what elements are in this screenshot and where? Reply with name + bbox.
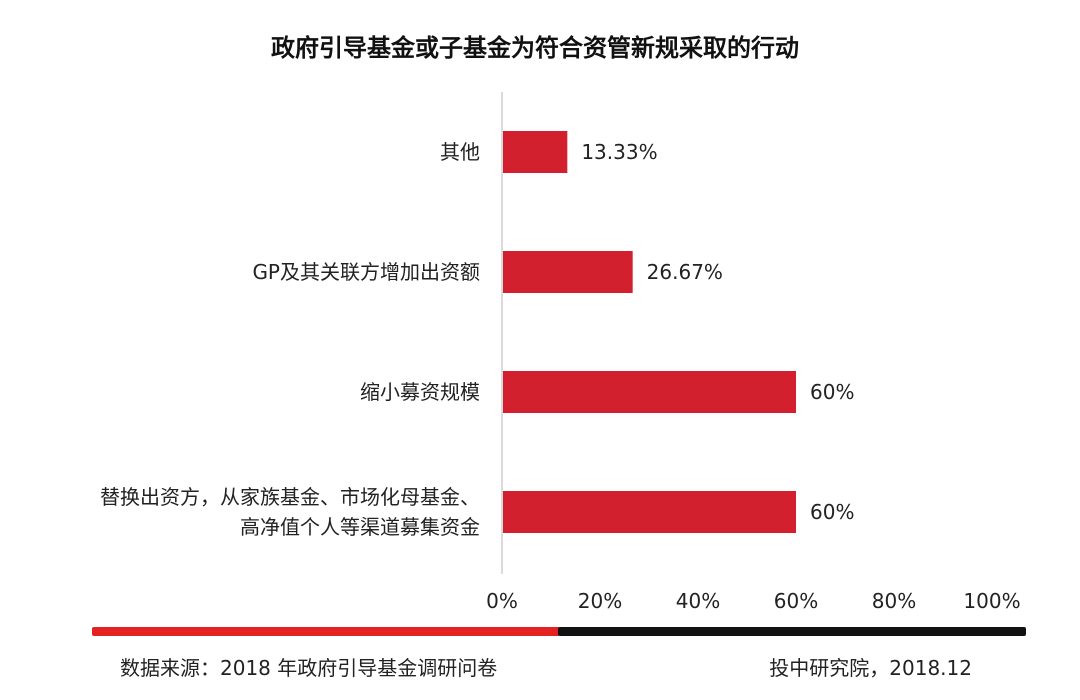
x-tick-labels-group: 0% 20% 40% 60% 80% 100% <box>486 589 1020 613</box>
x-tick-label: 0% <box>486 589 518 613</box>
category-label: 其他 <box>440 140 480 164</box>
x-tick-label: 60% <box>774 589 818 613</box>
footer-bar-red <box>92 627 560 636</box>
value-label: 13.33% <box>581 140 657 164</box>
x-tick-label: 20% <box>578 589 622 613</box>
bar <box>503 251 633 293</box>
value-label: 26.67% <box>647 260 723 284</box>
bar <box>503 491 796 533</box>
value-label: 60% <box>810 380 854 404</box>
bar <box>503 371 796 413</box>
category-label: GP及其关联方增加出资额 <box>252 260 480 284</box>
value-labels-group: 13.33% 26.67% 60% 60% <box>581 140 854 524</box>
bars-group <box>503 131 796 533</box>
category-labels-group: 其他 GP及其关联方增加出资额缩小募资规模替换出资方，从家族基金、市场化母基金、高… <box>100 140 480 539</box>
category-label: 高净值个人等渠道募集资金 <box>240 515 480 539</box>
category-label: 缩小募资规模 <box>360 380 480 404</box>
data-source-text: 数据来源：2018 年政府引导基金调研问卷 <box>120 656 497 680</box>
credit-text: 投中研究院，2018.12 <box>769 656 972 680</box>
value-label: 60% <box>810 500 854 524</box>
footer-bar-black <box>558 627 1026 636</box>
x-tick-label: 80% <box>872 589 916 613</box>
x-tick-label: 40% <box>676 589 720 613</box>
bar <box>503 131 568 173</box>
category-label: 替换出资方，从家族基金、市场化母基金、 <box>100 485 480 509</box>
chart-title: 政府引导基金或子基金为符合资管新规采取的行动 <box>271 34 799 62</box>
x-tick-label: 100% <box>963 589 1020 613</box>
